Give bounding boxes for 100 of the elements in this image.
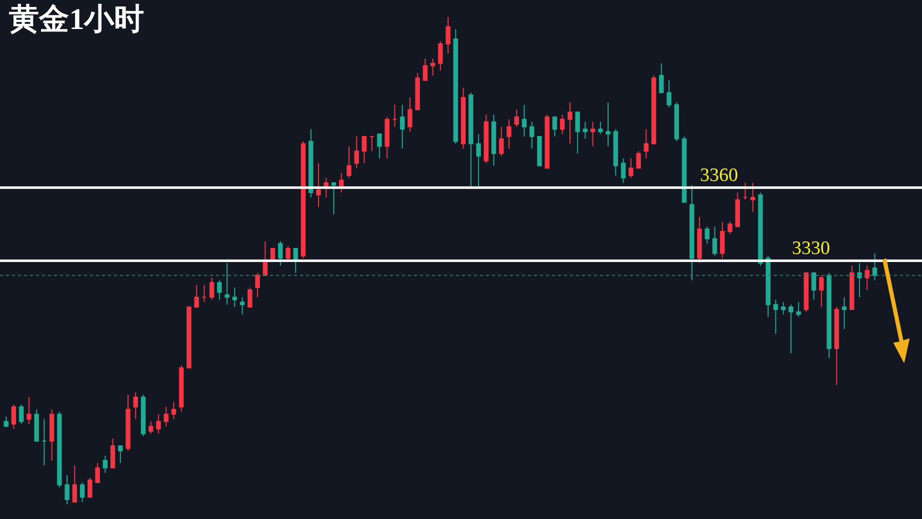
- candlestick: [697, 216, 702, 264]
- candlestick: [346, 146, 352, 178]
- candlestick: [598, 121, 603, 135]
- candlestick: [522, 104, 527, 137]
- candlestick: [537, 136, 542, 166]
- candlestick: [11, 404, 16, 430]
- candlestick: [552, 116, 558, 137]
- candlestick: [460, 87, 466, 150]
- candlestick: [202, 284, 207, 303]
- candlestick: [651, 75, 656, 144]
- candlestick: [728, 221, 732, 234]
- candlestick: [796, 302, 801, 318]
- candlestick: [102, 455, 108, 474]
- candlestick: [49, 408, 54, 462]
- candlestick: [720, 221, 725, 259]
- candlestick: [682, 136, 687, 203]
- candlestick: [864, 265, 870, 290]
- candlestick: [286, 246, 290, 262]
- candlestick: [842, 296, 847, 330]
- candlestick: [140, 394, 146, 437]
- candlestick: [568, 102, 572, 144]
- candlestick: [690, 184, 694, 281]
- candlestick: [72, 464, 78, 502]
- candlestick: [57, 411, 62, 488]
- candlestick: [453, 28, 458, 144]
- candlestick: [872, 252, 878, 281]
- candlestick: [4, 416, 8, 427]
- candlestick: [110, 438, 116, 468]
- candlestick: [255, 272, 260, 298]
- candlestick: [857, 262, 862, 298]
- candlestick: [438, 40, 443, 72]
- candlestick: [446, 16, 450, 54]
- ref-line-label: 3330: [792, 238, 830, 259]
- chart-title: 黄金1小时: [9, 2, 144, 36]
- candlestick: [209, 277, 214, 300]
- candlestick: [636, 150, 641, 169]
- candlestick: [766, 255, 770, 318]
- candlestick: [850, 265, 854, 310]
- candlestick: [164, 406, 168, 427]
- candlestick: [392, 104, 398, 128]
- candlestick: [582, 121, 588, 140]
- candlestick: [544, 114, 550, 169]
- candlestick: [735, 192, 740, 228]
- candlestick: [26, 396, 32, 424]
- candlestick: [819, 274, 824, 308]
- candlestick: [232, 287, 238, 308]
- candlestick: [308, 128, 314, 198]
- candlestick: [758, 192, 763, 266]
- candlestick: [476, 134, 481, 188]
- candlestick: [644, 128, 649, 159]
- candlestick: [613, 128, 618, 176]
- candlestick: [666, 80, 672, 108]
- candlestick: [80, 482, 85, 502]
- candlestick: [64, 474, 70, 505]
- candlestick: [811, 272, 816, 300]
- candlestick: [224, 262, 230, 306]
- candlestick: [156, 414, 161, 434]
- candlestick: [674, 102, 680, 142]
- candlestick: [750, 182, 756, 212]
- candlestick: [484, 114, 489, 164]
- candlestick: [742, 182, 748, 200]
- candlestick: [88, 477, 92, 498]
- candlestick: [826, 272, 832, 359]
- candlestick: [194, 284, 199, 308]
- candlestick: [384, 116, 390, 159]
- candlestick: [628, 158, 634, 178]
- candlestick: [293, 248, 298, 274]
- candlestick: [126, 394, 130, 452]
- candlestick: [468, 92, 474, 188]
- candlestick: [178, 364, 184, 412]
- candlestick: [408, 96, 412, 132]
- candlestick: [316, 162, 321, 208]
- candlestick: [773, 299, 778, 334]
- candlestick: [362, 136, 367, 164]
- candlestick: [704, 226, 710, 244]
- candlestick: [560, 114, 565, 135]
- candlestick: [506, 118, 512, 150]
- candlestick: [300, 140, 306, 259]
- candlestick: [34, 408, 39, 442]
- candlestick: [712, 226, 718, 256]
- candlestick: [186, 306, 192, 368]
- candlestick: [780, 302, 786, 315]
- candlestick: [620, 158, 626, 184]
- candlestick: [354, 136, 359, 169]
- candlestick: [422, 58, 428, 81]
- candlestick: [262, 240, 268, 276]
- candlestick: [659, 62, 664, 94]
- candlestick: [42, 418, 47, 466]
- candlestick: [118, 445, 123, 464]
- candlestick: [530, 121, 534, 150]
- candlestick: [95, 462, 100, 483]
- candlestick: [415, 72, 420, 110]
- candlestick: [331, 182, 336, 215]
- candlestick: [499, 126, 504, 156]
- candlestick: [788, 304, 794, 354]
- candlestick: [171, 402, 176, 420]
- candlestick: [18, 404, 24, 424]
- candlestick: [278, 240, 283, 266]
- candlestick: [514, 109, 519, 128]
- candlestick: [834, 306, 840, 386]
